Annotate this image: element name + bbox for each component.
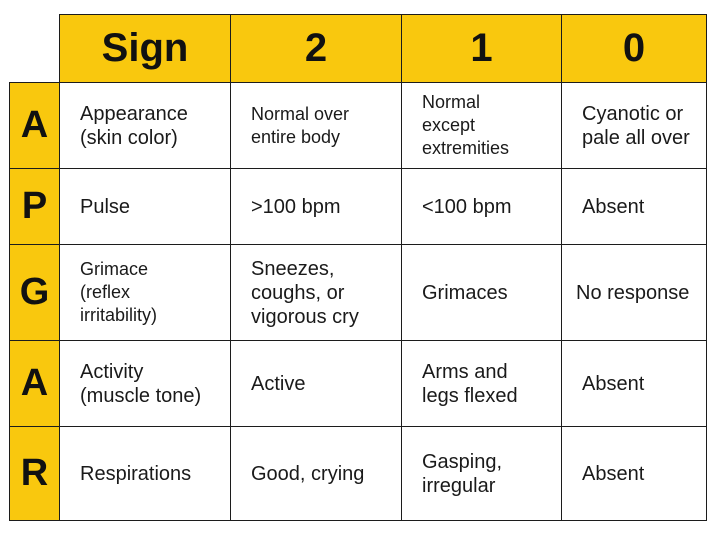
- row-letter: A: [9, 340, 60, 427]
- row-letter: A: [9, 82, 60, 169]
- header-row: Sign 2 1 0: [9, 14, 707, 83]
- score-1-cell: Gasping, irregular: [401, 426, 562, 521]
- score-0-cell: Absent: [561, 426, 707, 521]
- table-row: R Respirations Good, crying Gasping, irr…: [9, 426, 707, 521]
- score-2-cell: Good, crying: [230, 426, 402, 521]
- score-1-cell: Grimaces: [401, 244, 562, 341]
- table-row: G Grimace (reflex irritability) Sneezes,…: [9, 244, 707, 341]
- table-row: A Activity (muscle tone) Active Arms and…: [9, 340, 707, 427]
- apgar-table: Sign 2 1 0 A Appearance (skin color) Nor…: [9, 14, 707, 521]
- header-score-2: 2: [230, 14, 402, 83]
- score-2-cell: >100 bpm: [230, 168, 402, 245]
- header-score-1: 1: [401, 14, 562, 83]
- table-row: P Pulse >100 bpm <100 bpm Absent: [9, 168, 707, 245]
- sign-cell: Activity (muscle tone): [59, 340, 231, 427]
- row-letter: G: [9, 244, 60, 341]
- score-0-cell: Absent: [561, 340, 707, 427]
- table-row: A Appearance (skin color) Normal over en…: [9, 82, 707, 169]
- score-2-cell: Normal over entire body: [230, 82, 402, 169]
- score-0-cell: Absent: [561, 168, 707, 245]
- header-sign: Sign: [59, 14, 231, 83]
- score-2-cell: Sneezes, coughs, or vigorous cry: [230, 244, 402, 341]
- header-score-0: 0: [561, 14, 707, 83]
- score-0-cell: Cyanotic or pale all over: [561, 82, 707, 169]
- score-1-cell: <100 bpm: [401, 168, 562, 245]
- sign-cell: Respirations: [59, 426, 231, 521]
- row-letter: R: [9, 426, 60, 521]
- score-2-cell: Active: [230, 340, 402, 427]
- sign-cell: Appearance (skin color): [59, 82, 231, 169]
- score-1-cell: Arms and legs flexed: [401, 340, 562, 427]
- sign-cell: Pulse: [59, 168, 231, 245]
- score-0-cell: No response: [561, 244, 707, 341]
- row-letter: P: [9, 168, 60, 245]
- sign-cell: Grimace (reflex irritability): [59, 244, 231, 341]
- corner-cell: [9, 14, 60, 83]
- score-1-cell: Normal except extremities: [401, 82, 562, 169]
